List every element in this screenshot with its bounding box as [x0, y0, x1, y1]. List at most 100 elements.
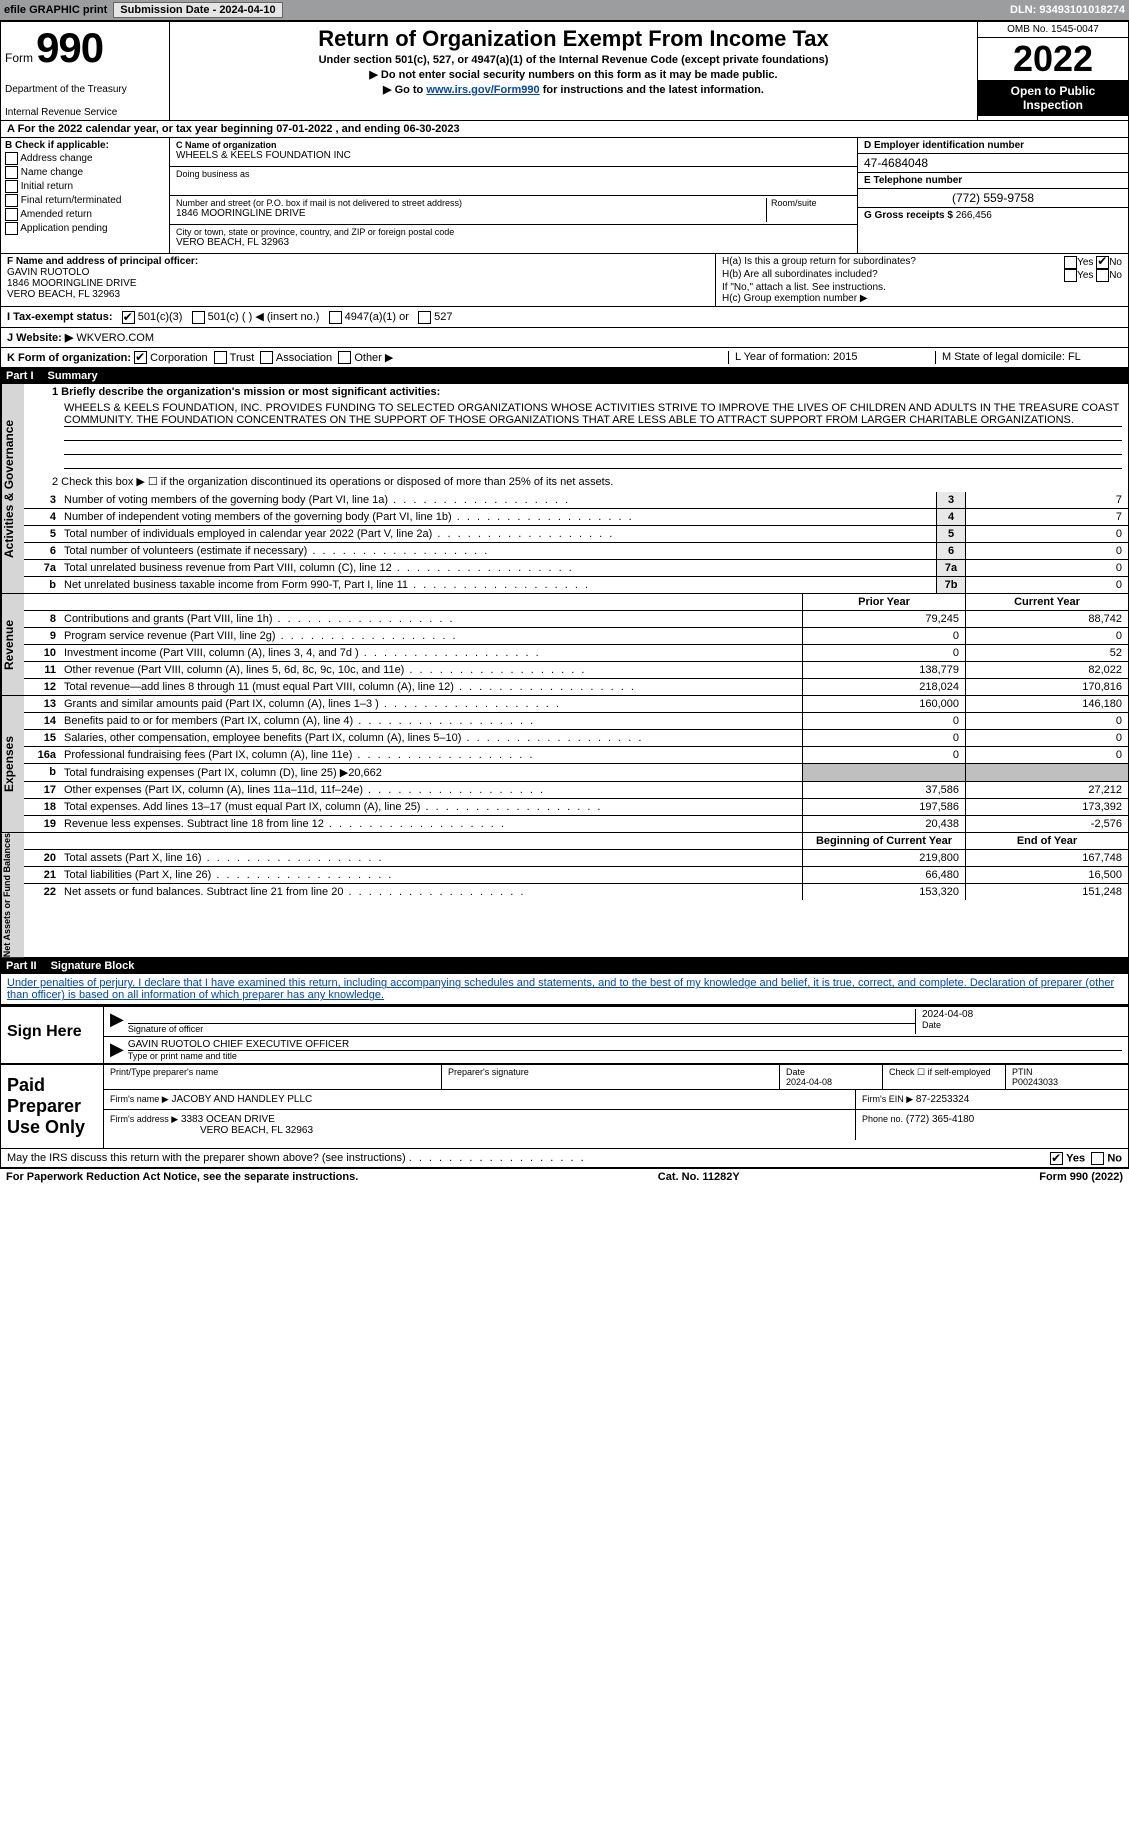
section-fh: F Name and address of principal officer:… — [0, 254, 1129, 307]
check-corporation[interactable] — [134, 351, 147, 364]
form-header: Form 990 Department of the Treasury Inte… — [0, 20, 1129, 121]
type-name-label: Type or print name and title — [128, 1050, 1122, 1061]
check-initial-return[interactable]: Initial return — [5, 180, 165, 193]
firm-addr-label: Firm's address ▶ — [110, 1114, 178, 1124]
box-d: D Employer identification number 47-4684… — [857, 138, 1128, 253]
firm-name: JACOBY AND HANDLEY PLLC — [171, 1094, 312, 1105]
perjury-statement: Under penalties of perjury, I declare th… — [0, 974, 1129, 1005]
cat-no: Cat. No. 11282Y — [658, 1171, 740, 1183]
preparer-sig-label: Preparer's signature — [448, 1067, 773, 1077]
data-row: 19Revenue less expenses. Subtract line 1… — [24, 816, 1128, 832]
sidebar-expenses: Expenses — [1, 696, 24, 832]
discuss-no[interactable] — [1091, 1152, 1104, 1165]
officer-label: F Name and address of principal officer: — [7, 256, 709, 267]
check-4947[interactable] — [329, 311, 342, 324]
gov-row: 7aTotal unrelated business revenue from … — [24, 560, 1128, 577]
data-row: 11Other revenue (Part VIII, column (A), … — [24, 662, 1128, 679]
prep-date-label: Date — [786, 1067, 876, 1077]
officer-name: GAVIN RUOTOLO — [7, 267, 709, 278]
officer-addr2: VERO BEACH, FL 32963 — [7, 289, 709, 300]
check-association[interactable] — [260, 351, 273, 364]
gross-receipts-label: G Gross receipts $ — [864, 210, 953, 221]
data-row: 10Investment income (Part VIII, column (… — [24, 645, 1128, 662]
sidebar-governance: Activities & Governance — [1, 384, 24, 593]
data-row: 12Total revenue—add lines 8 through 11 (… — [24, 679, 1128, 695]
discuss-yes[interactable] — [1050, 1152, 1063, 1165]
form-ref: Form 990 (2022) — [1039, 1171, 1123, 1183]
sidebar-net-assets: Net Assets or Fund Balances — [1, 833, 24, 957]
check-501c3[interactable] — [122, 311, 135, 324]
ein-value: 47-4684048 — [858, 154, 1128, 172]
row-a-tax-year: A For the 2022 calendar year, or tax yea… — [0, 121, 1129, 138]
sign-arrow-icon: ▶ — [110, 1009, 128, 1034]
omb-number: OMB No. 1545-0047 — [978, 22, 1128, 38]
check-527[interactable] — [418, 311, 431, 324]
data-row: 22Net assets or fund balances. Subtract … — [24, 884, 1128, 900]
firm-name-label: Firm's name ▶ — [110, 1094, 169, 1104]
check-501c[interactable] — [192, 311, 205, 324]
addr-label: Number and street (or P.O. box if mail i… — [176, 198, 766, 208]
check-name-change[interactable]: Name change — [5, 166, 165, 179]
gov-row: 5Total number of individuals employed in… — [24, 526, 1128, 543]
mission-text: WHEELS & KEELS FOUNDATION, INC. PROVIDES… — [64, 402, 1122, 427]
row-j: J Website: ▶ WKVERO.COM — [0, 328, 1129, 348]
phone-label: E Telephone number — [858, 172, 1128, 189]
check-amended-return[interactable]: Amended return — [5, 208, 165, 221]
tax-year: 2022 — [978, 38, 1128, 80]
ha-label: H(a) Is this a group return for subordin… — [722, 256, 916, 269]
data-row: 14Benefits paid to or for members (Part … — [24, 713, 1128, 730]
top-bar: efile GRAPHIC print Submission Date - 20… — [0, 0, 1129, 20]
firm-addr2: VERO BEACH, FL 32963 — [110, 1125, 313, 1136]
self-employed-check[interactable]: Check ☐ if self-employed — [883, 1065, 1006, 1089]
row-i: I Tax-exempt status: 501(c)(3) 501(c) ( … — [0, 307, 1129, 328]
website-value: WKVERO.COM — [76, 332, 154, 344]
irs-label: Internal Revenue Service — [5, 107, 165, 118]
open-to-public: Open to Public Inspection — [978, 80, 1128, 116]
hb-note: If "No," attach a list. See instructions… — [722, 282, 1122, 293]
goto-suffix: for instructions and the latest informat… — [540, 84, 764, 96]
data-row: 8Contributions and grants (Part VIII, li… — [24, 611, 1128, 628]
preparer-name-label: Print/Type preparer's name — [110, 1067, 435, 1077]
form-word: Form — [5, 51, 33, 65]
room-suite-label: Room/suite — [766, 198, 851, 222]
sign-date-value: 2024-04-08 — [922, 1009, 1122, 1020]
gov-row: 4Number of independent voting members of… — [24, 509, 1128, 526]
discuss-row: May the IRS discuss this return with the… — [0, 1149, 1129, 1168]
city-label: City or town, state or province, country… — [176, 227, 851, 237]
instructions-link[interactable]: www.irs.gov/Form990 — [426, 84, 539, 96]
firm-phone: (772) 365-4180 — [906, 1114, 974, 1125]
box-c: C Name of organization WHEELS & KEELS FO… — [170, 138, 857, 253]
efile-label: efile GRAPHIC print — [4, 4, 107, 16]
section-bcd: B Check if applicable: Address change Na… — [0, 138, 1129, 254]
firm-ein-label: Firm's EIN ▶ — [862, 1094, 913, 1104]
box-b: B Check if applicable: Address change Na… — [1, 138, 170, 253]
firm-phone-label: Phone no. — [862, 1114, 903, 1124]
check-other[interactable] — [338, 351, 351, 364]
check-trust[interactable] — [214, 351, 227, 364]
sign-here-block: Sign Here ▶ Signature of officer 2024-04… — [0, 1005, 1129, 1064]
form-number: 990 — [36, 24, 103, 71]
pra-notice: For Paperwork Reduction Act Notice, see … — [6, 1171, 358, 1183]
net-assets-block: Net Assets or Fund Balances Beginning of… — [0, 833, 1129, 958]
year-header-row: Prior Year Current Year — [24, 594, 1128, 611]
check-application-pending[interactable]: Application pending — [5, 222, 165, 235]
expenses-block: Expenses 13Grants and similar amounts pa… — [0, 696, 1129, 833]
check-address-change[interactable]: Address change — [5, 152, 165, 165]
form-subtitle: Under section 501(c), 527, or 4947(a)(1)… — [178, 54, 969, 66]
data-row: 20Total assets (Part X, line 16)219,8001… — [24, 850, 1128, 867]
check-final-return[interactable]: Final return/terminated — [5, 194, 165, 207]
net-header-row: Beginning of Current Year End of Year — [24, 833, 1128, 850]
phone-value: (772) 559-9758 — [858, 189, 1128, 207]
line1-label: 1 Briefly describe the organization's mi… — [52, 386, 440, 398]
gross-receipts-value: 266,456 — [956, 210, 992, 221]
part2-header: Part II Signature Block — [0, 958, 1129, 974]
submission-date-button[interactable]: Submission Date - 2024-04-10 — [113, 2, 282, 18]
state-domicile: M State of legal domicile: FL — [935, 351, 1122, 365]
data-row: 21Total liabilities (Part X, line 26)66,… — [24, 867, 1128, 884]
part1-header: Part I Summary — [0, 368, 1129, 384]
line2-text: 2 Check this box ▶ ☐ if the organization… — [24, 471, 1128, 492]
data-row: 15Salaries, other compensation, employee… — [24, 730, 1128, 747]
street-address: 1846 MOORINGLINE DRIVE — [176, 208, 766, 219]
gov-row: 3Number of voting members of the governi… — [24, 492, 1128, 509]
dln-label: DLN: 93493101018274 — [1010, 4, 1125, 16]
